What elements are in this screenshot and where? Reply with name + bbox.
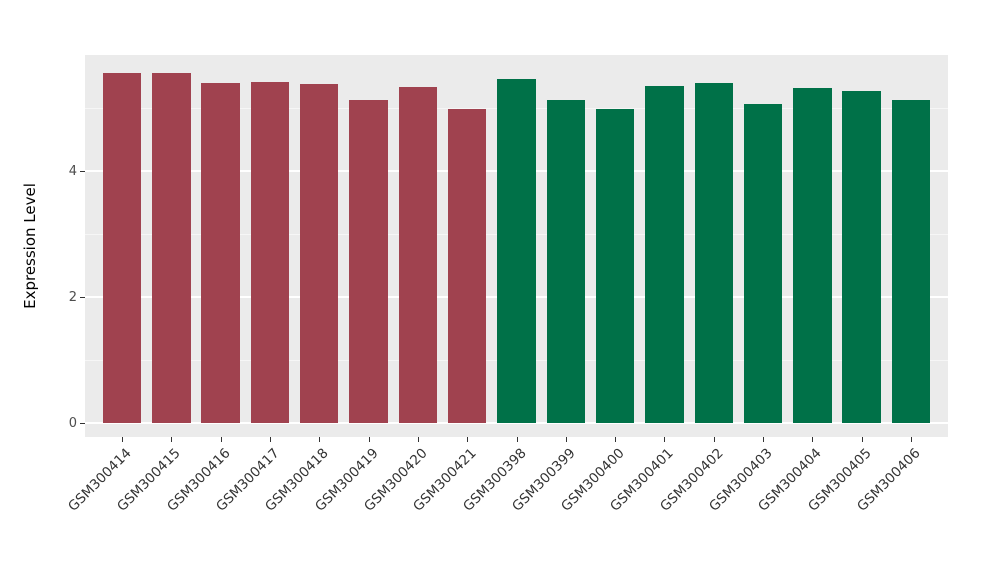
bar-GSM300417 [250, 81, 290, 423]
bar-GSM300402 [694, 82, 733, 423]
x-tick-mark [171, 437, 173, 442]
y-tick-label: 0 [68, 416, 77, 431]
bar-GSM300404 [793, 87, 832, 423]
bar-GSM300406 [891, 100, 931, 423]
x-tick-mark [763, 437, 765, 442]
y-tick-mark [80, 171, 85, 172]
x-tick-mark [417, 437, 419, 442]
bar-GSM300421 [447, 109, 487, 423]
x-tick-mark [664, 437, 666, 442]
x-tick-mark [368, 437, 370, 442]
bar-GSM300398 [497, 79, 536, 423]
y-tick-mark [80, 297, 85, 298]
y-tick-mark [80, 423, 85, 424]
bar-GSM300400 [595, 109, 635, 423]
bar-GSM300415 [152, 73, 191, 423]
bar-GSM300405 [842, 90, 881, 423]
y-tick-label: 4 [68, 164, 77, 179]
x-tick-mark [516, 437, 518, 442]
bar-GSM300419 [349, 99, 388, 423]
x-tick-mark [565, 437, 567, 442]
x-tick-mark [269, 437, 271, 442]
bar-GSM300414 [102, 73, 142, 423]
x-tick-mark [319, 437, 321, 442]
bar-GSM300399 [546, 99, 586, 423]
x-tick-mark [861, 437, 863, 442]
bar-GSM300420 [398, 87, 438, 423]
bar-GSM300403 [743, 104, 783, 423]
x-tick-mark [467, 437, 469, 442]
bar-GSM300401 [645, 85, 684, 423]
x-tick-mark [220, 437, 222, 442]
x-tick-mark [713, 437, 715, 442]
x-tick-mark [121, 437, 123, 442]
x-tick-mark [615, 437, 617, 442]
plot-panel [85, 55, 948, 437]
x-tick-mark [911, 437, 912, 442]
x-tick-mark [812, 437, 814, 442]
bar-GSM300418 [300, 84, 339, 423]
gridline-major [85, 422, 948, 424]
bar-GSM300416 [201, 82, 240, 423]
y-tick-label: 2 [68, 290, 77, 305]
